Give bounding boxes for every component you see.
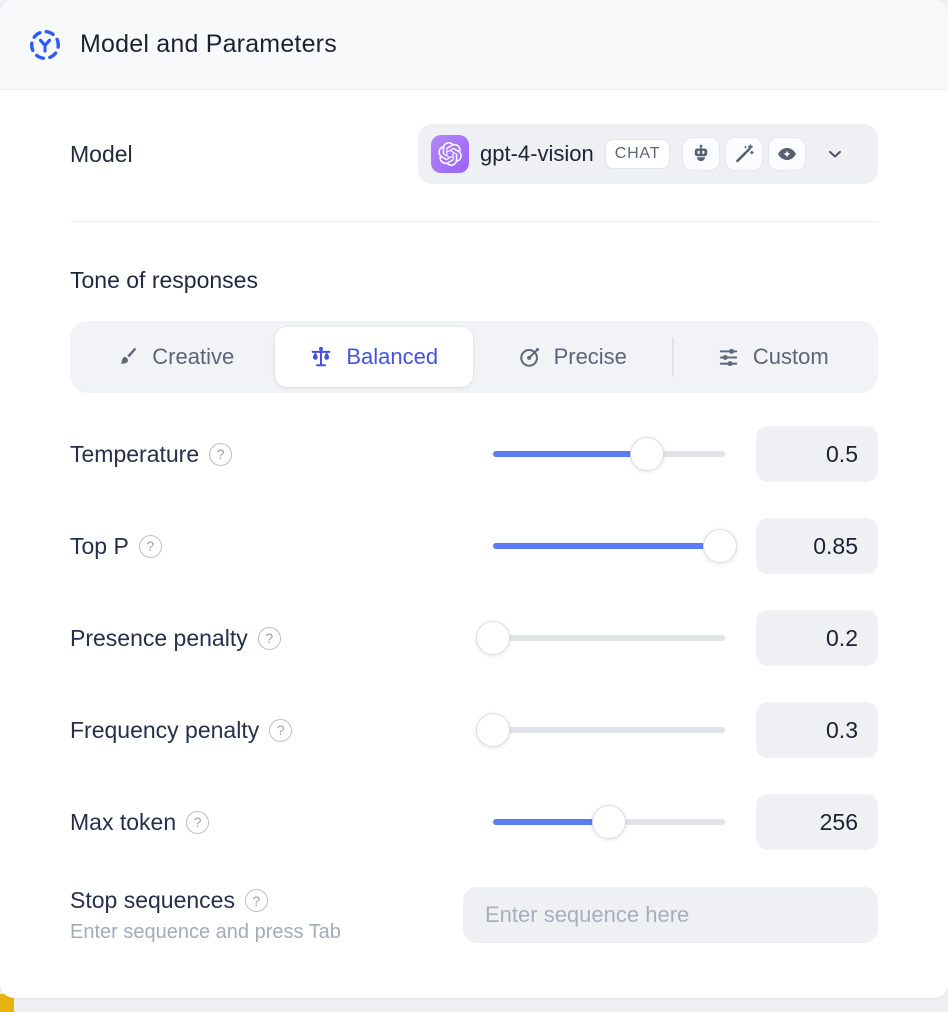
frequency-penalty-value[interactable]: 0.3 [756, 702, 878, 758]
temperature-slider[interactable] [493, 437, 725, 471]
slider-thumb[interactable] [630, 437, 665, 471]
model-type-badge: CHAT [604, 139, 671, 169]
model-select-dropdown[interactable]: gpt-4-vision CHAT [418, 124, 878, 184]
presence-penalty-slider[interactable] [476, 621, 725, 655]
balance-scale-icon [311, 346, 331, 367]
tab-label: Precise [553, 344, 627, 369]
vision-eye-icon [768, 137, 807, 171]
frequency-penalty-row: Frequency penalty ? 0.3 [70, 702, 878, 758]
tab-creative[interactable]: Creative [76, 327, 275, 387]
model-row: Model gpt-4-vision CHAT [70, 124, 878, 184]
tab-label: Creative [152, 344, 235, 369]
tab-label: Custom [752, 344, 829, 369]
tab-divider [671, 337, 674, 377]
model-label: Model [70, 140, 133, 167]
presence-penalty-value[interactable]: 0.2 [756, 610, 878, 666]
chevron-down-icon[interactable] [825, 144, 845, 164]
help-icon[interactable]: ? [257, 626, 281, 650]
tab-custom[interactable]: Custom [674, 327, 873, 387]
stop-sequences-hint: Enter sequence and press Tab [70, 921, 341, 943]
magic-wand-icon [725, 137, 764, 171]
presence-penalty-label: Presence penalty [70, 624, 248, 651]
slider-thumb[interactable] [592, 805, 626, 839]
frequency-penalty-label: Frequency penalty [70, 716, 260, 743]
slider-thumb[interactable] [476, 713, 510, 747]
temperature-label: Temperature [70, 440, 200, 467]
help-icon[interactable]: ? [138, 534, 162, 558]
slider-thumb[interactable] [703, 529, 738, 563]
help-icon[interactable]: ? [209, 442, 233, 466]
tone-heading: Tone of responses [70, 267, 258, 293]
background-accent [0, 994, 14, 1012]
help-icon[interactable]: ? [244, 889, 268, 912]
tone-tab-bar: Creative Balanced [70, 321, 878, 393]
max-token-slider[interactable] [493, 805, 725, 839]
openai-logo-icon [431, 135, 469, 173]
slider-track [493, 635, 725, 641]
ai-model-icon [29, 29, 61, 60]
presence-penalty-row: Presence penalty ? 0.2 [70, 610, 878, 666]
target-dart-icon [519, 347, 539, 367]
robot-icon [682, 137, 721, 171]
stop-sequence-input[interactable] [463, 887, 878, 943]
stop-sequences-label: Stop sequences [70, 887, 235, 913]
max-token-label: Max token [70, 808, 177, 835]
slider-thumb[interactable] [476, 621, 510, 655]
stop-sequences-label-block: Stop sequences ? Enter sequence and pres… [70, 887, 341, 944]
frequency-penalty-slider[interactable] [476, 713, 725, 747]
panel-header: Model and Parameters [0, 0, 948, 90]
tab-label: Balanced [346, 344, 439, 369]
capability-badges [682, 137, 807, 171]
tab-balanced[interactable]: Balanced [274, 327, 473, 387]
slider-fill [493, 451, 648, 457]
slider-fill [493, 543, 721, 549]
selected-model-name: gpt-4-vision [480, 141, 594, 166]
top-p-value[interactable]: 0.85 [756, 518, 878, 574]
help-icon[interactable]: ? [186, 810, 210, 834]
sliders-icon [719, 348, 738, 366]
top-p-label: Top P [70, 532, 129, 559]
temperature-value[interactable]: 0.5 [756, 426, 878, 482]
tab-precise[interactable]: Precise [473, 327, 672, 387]
page-title: Model and Parameters [80, 30, 337, 58]
paintbrush-icon [120, 347, 137, 364]
stop-sequences-row: Stop sequences ? Enter sequence and pres… [70, 887, 878, 944]
slider-fill [493, 819, 609, 825]
section-divider [70, 221, 878, 222]
temperature-row: Temperature ? 0.5 [70, 426, 878, 482]
parameters-list: Temperature ? 0.5 Top P ? [70, 426, 878, 850]
top-p-row: Top P ? 0.85 [70, 518, 878, 574]
help-icon[interactable]: ? [269, 718, 293, 742]
max-token-row: Max token ? 256 [70, 794, 878, 850]
slider-track [493, 727, 725, 733]
max-token-value[interactable]: 256 [756, 794, 878, 850]
top-p-slider[interactable] [493, 529, 738, 563]
